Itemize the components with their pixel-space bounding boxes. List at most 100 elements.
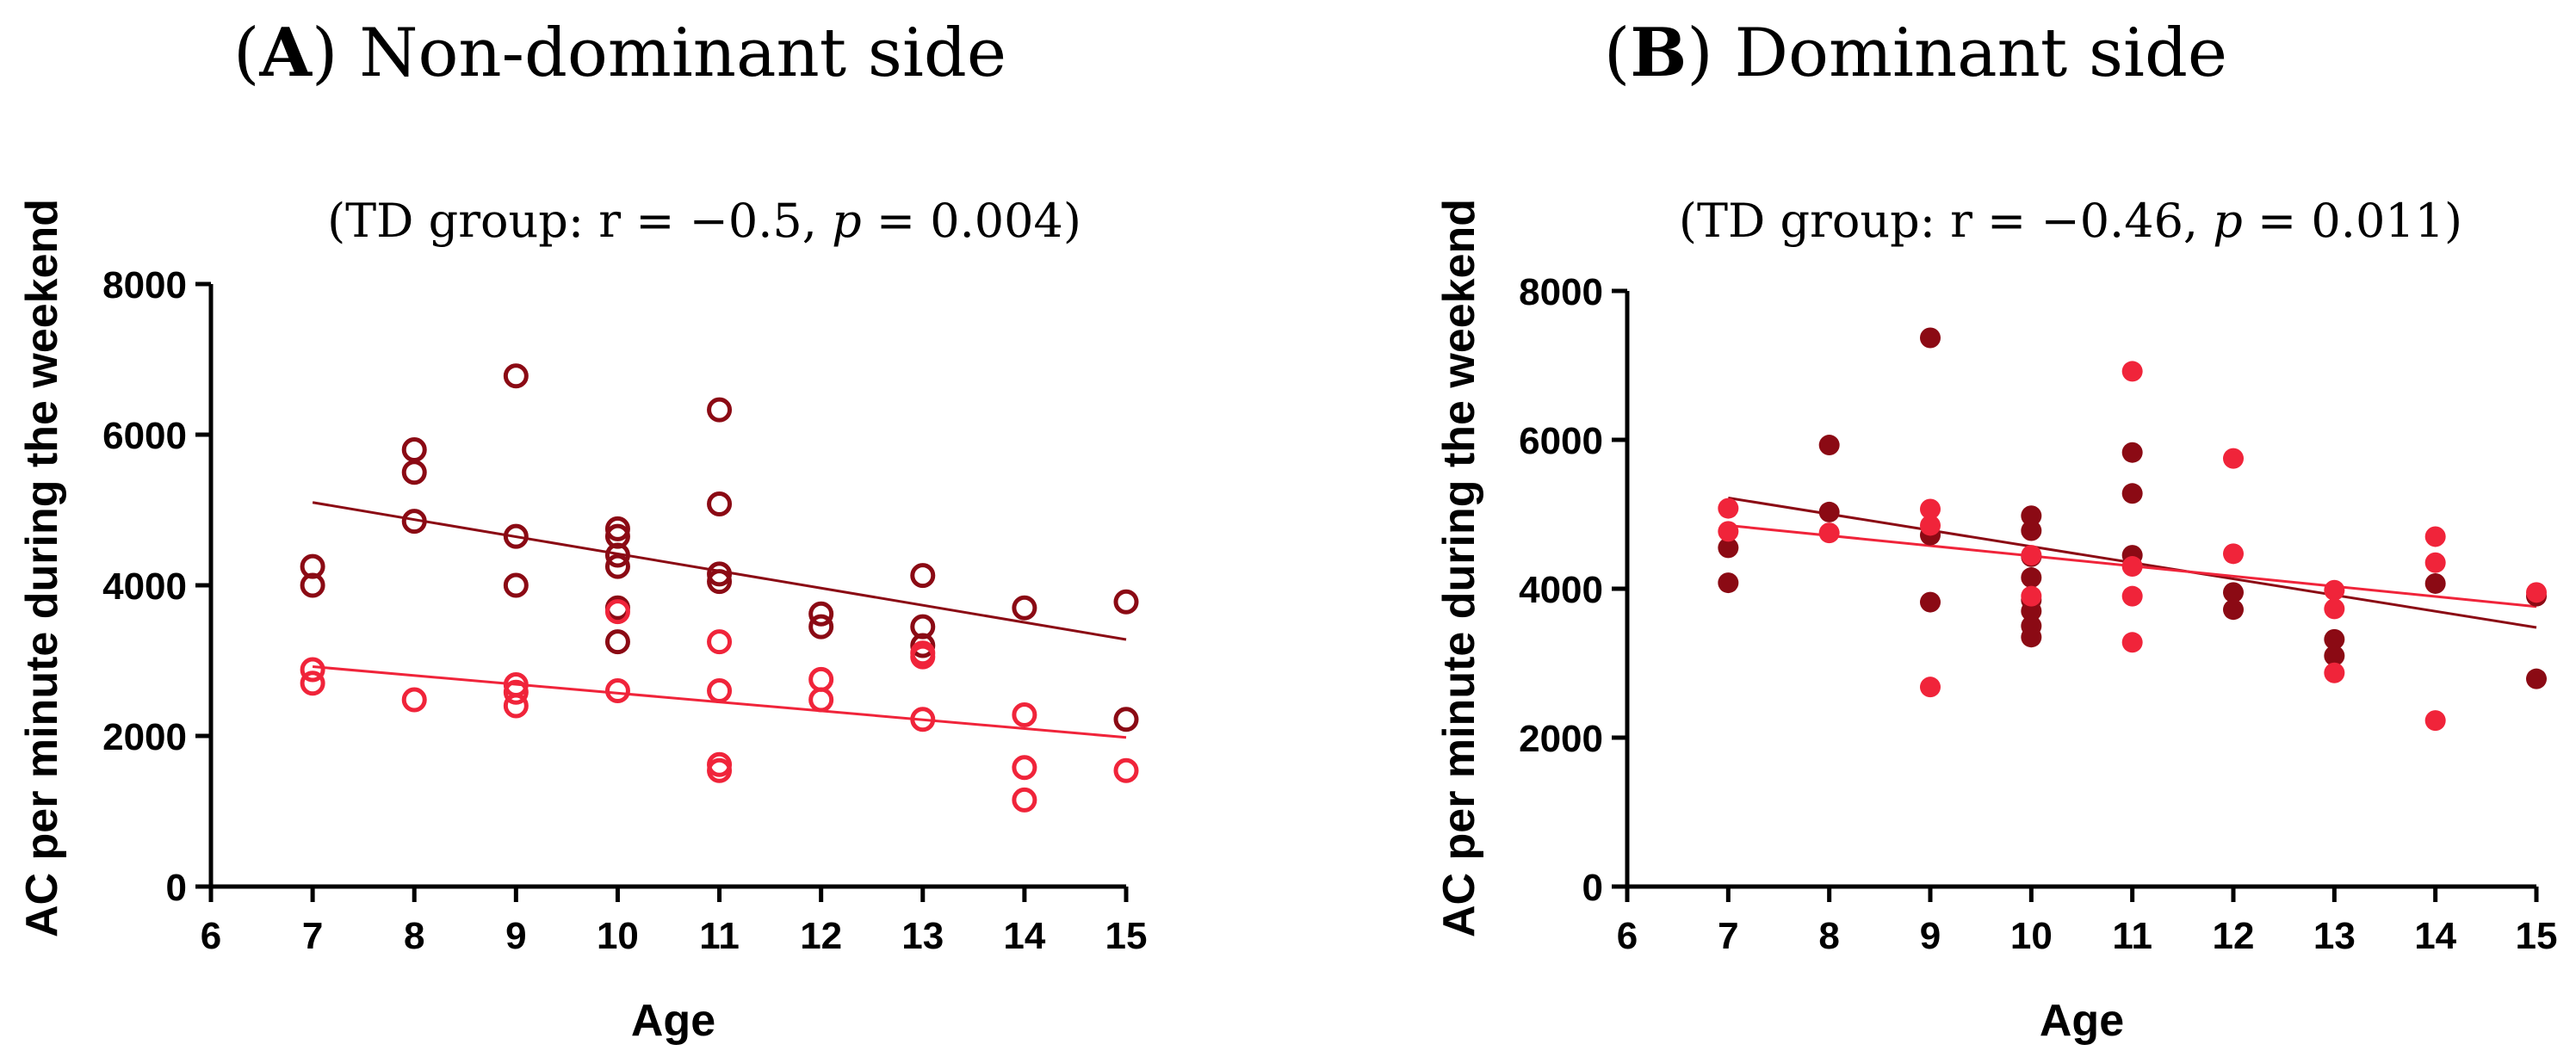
panel-b-dark-point — [2121, 442, 2143, 463]
panel-b-dark-point — [2324, 645, 2345, 666]
panel-b-light-point — [2424, 710, 2446, 732]
panel-b-light-point — [2121, 361, 2143, 382]
panel-b-light-point — [2424, 552, 2446, 573]
panel-a-light-point — [300, 671, 325, 696]
panel-b-x-tick-label: 7 — [1718, 915, 1738, 957]
panel-a-light-point — [808, 666, 834, 692]
panel-a-dark-point — [910, 633, 936, 658]
panel-a-light-point — [300, 657, 325, 683]
panel-a-x-tick-label: 6 — [201, 915, 221, 957]
panel-b-x-tick-label: 6 — [1617, 915, 1638, 957]
panel-a-dark-point — [707, 561, 733, 587]
panel-b-dark-point — [2121, 483, 2143, 504]
panel-a-subtitle: (TD group: r = −0.5, p = 0.004) — [327, 194, 1081, 248]
panel-a-light-point — [401, 687, 427, 713]
panel-b-subtitle: (TD group: r = −0.46, p = 0.011) — [1679, 194, 2462, 248]
panel-a-dark-point — [910, 563, 936, 589]
panel-b: (B) Dominant side (TD group: r = −0.46, … — [1434, 14, 2557, 1046]
panel-b-x-axis-label: Age — [2040, 996, 2124, 1046]
panel-a-light-point — [1113, 757, 1139, 783]
panel-a-light-point — [1012, 787, 1037, 813]
panel-a-plot-area: 6 7 8 9 10 11 12 13 14 15 0 2000 4000 6000 8000 — [102, 264, 1147, 957]
panel-b-dark-point — [2424, 572, 2446, 594]
panel-a-light-point — [503, 679, 529, 705]
panel-b-dark-point — [1920, 591, 1941, 613]
panel-a-x-tick-label: 10 — [597, 915, 639, 957]
panel-a-dark-point — [300, 572, 325, 598]
panel-b-x-tick-label: 14 — [2414, 915, 2456, 957]
panel-b-x-tick-label: 10 — [2010, 915, 2053, 957]
panel-a-dark-point — [503, 363, 529, 389]
panel-b-light-point — [1718, 498, 1739, 519]
panel-b-dark-point — [2223, 599, 2244, 621]
panel-b-x-tick-label: 15 — [2516, 915, 2558, 957]
panel-a-dark-point — [1113, 589, 1139, 615]
panel-b-light-point — [1718, 521, 1739, 542]
panel-a-title: (A) Non-dominant side — [233, 14, 1006, 92]
panel-a-dark-point — [808, 614, 834, 640]
panel-a-light-point — [1012, 702, 1037, 727]
panel-a-light-point — [910, 707, 936, 732]
panel-b-light-point — [2121, 632, 2143, 653]
panel-b-dark-point — [2021, 627, 2042, 648]
panel-a-light-point — [707, 629, 733, 655]
panel-a-light-point — [1012, 755, 1037, 781]
panel-a-dark-point — [503, 523, 529, 549]
panel-a-dark-point — [604, 542, 630, 568]
panel-b-dark-point — [1920, 327, 1941, 349]
panel-a-dark-point — [1012, 595, 1037, 621]
panel-b-light-point — [2121, 556, 2143, 578]
panel-b-dark-point — [2526, 668, 2547, 689]
panel-b-light-point — [2223, 543, 2244, 565]
panel-b-dark-point — [1818, 435, 1840, 456]
panel-b-light-point — [2324, 598, 2345, 620]
panel-b-title: (B) Dominant side — [1604, 14, 2227, 92]
panel-b-dark-point — [2021, 600, 2042, 621]
panel-b-y-axis-label: AC per minute during the weekend — [1434, 199, 1484, 937]
panel-a-light-point — [808, 687, 834, 713]
panel-a-dark-point — [707, 491, 733, 516]
panel-a-dark-point — [707, 569, 733, 595]
panel-b-y-tick-label: 2000 — [1519, 718, 1603, 760]
panel-a: (A) Non-dominant side (TD group: r = −0.… — [17, 14, 1147, 1046]
panel-b-dark-point — [1718, 572, 1739, 594]
panel-b-dark-point — [2324, 628, 2345, 650]
panel-b-x-tick-label: 13 — [2313, 915, 2356, 957]
panel-a-x-axis-label: Age — [631, 996, 715, 1046]
panel-a-dark-point — [604, 629, 630, 655]
panel-a-light-point — [604, 599, 630, 625]
panel-a-light-point — [503, 693, 529, 719]
panel-a-dark-point — [401, 437, 427, 462]
panel-a-x-tick-label: 13 — [901, 915, 944, 957]
panel-b-light-point — [1920, 515, 1941, 536]
panel-a-light-point — [604, 678, 630, 703]
panel-b-light-point — [1920, 498, 1941, 520]
panel-b-light-point — [2021, 545, 2042, 566]
panel-a-dark-point — [808, 601, 834, 627]
panel-b-light-point — [2223, 448, 2244, 469]
panel-a-dark-point — [707, 397, 733, 423]
panel-b-light-point — [1818, 522, 1840, 544]
panel-a-x-tick-label: 12 — [800, 915, 842, 957]
panel-a-dark-point — [401, 460, 427, 485]
panel-b-x-tick-label: 12 — [2213, 915, 2255, 957]
panel-b-dark-point — [2021, 505, 2042, 527]
panel-a-dark-point — [503, 572, 529, 598]
panel-a-x-tick-label: 9 — [505, 915, 526, 957]
panel-b-light-point — [2424, 526, 2446, 547]
panel-b-dark-point — [2021, 567, 2042, 589]
panel-a-dark-point — [1113, 707, 1139, 732]
panel-a-x-tick-label: 14 — [1003, 915, 1045, 957]
panel-b-light-point — [2324, 579, 2345, 601]
panel-a-light-point — [707, 757, 733, 783]
panel-a-x-tick-label: 11 — [699, 915, 740, 957]
panel-b-plot-area: 6 7 8 9 10 11 12 13 14 15 0 2000 4000 6000 8000 — [1519, 271, 2557, 957]
panel-b-y-tick-label: 6000 — [1519, 420, 1603, 462]
panel-a-y-tick-label: 2000 — [102, 716, 187, 758]
panel-a-y-tick-label: 0 — [166, 867, 187, 909]
panel-a-y-tick-label: 8000 — [102, 264, 187, 306]
panel-b-y-tick-label: 4000 — [1519, 569, 1603, 611]
panel-b-dark-point — [2021, 520, 2042, 541]
panel-b-dark-point — [1818, 501, 1840, 522]
